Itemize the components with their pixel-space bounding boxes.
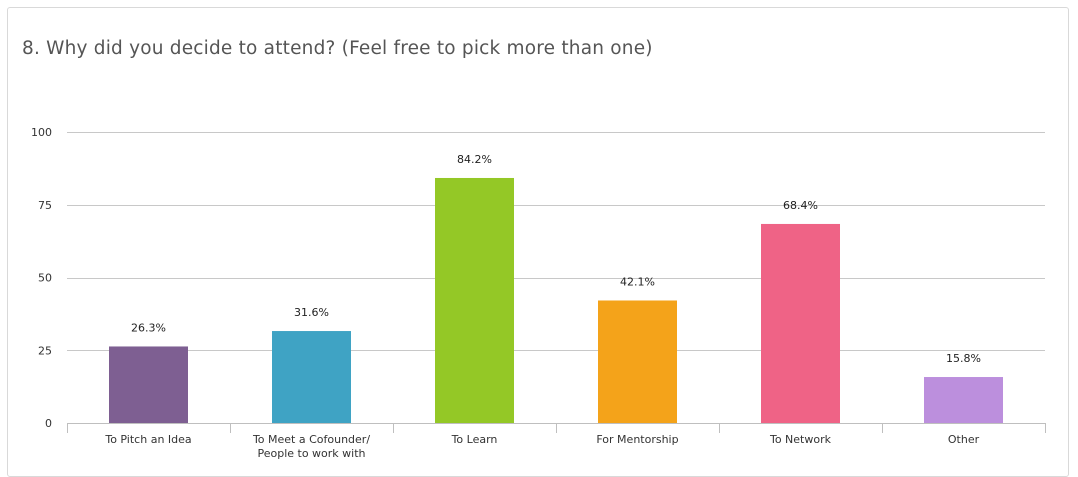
category-label: To Meet a Cofounder/ <box>252 433 370 446</box>
labels: 0 25 50 75 100 26.3% To Pitch an Idea 31.6% To M… <box>31 126 981 460</box>
category-label: Other <box>948 433 980 446</box>
bar <box>761 223 840 423</box>
data-label: 31.6% <box>294 306 329 319</box>
y-tick-label: 75 <box>38 199 52 212</box>
bars <box>109 177 1003 423</box>
y-tick-label: 25 <box>38 344 52 357</box>
category-label: To Learn <box>451 433 498 446</box>
bar <box>598 300 677 423</box>
y-tick-label: 0 <box>45 417 52 430</box>
data-label: 15.8% <box>946 352 981 365</box>
data-label: 84.2% <box>457 153 492 166</box>
y-tick-label: 100 <box>31 126 52 139</box>
gridlines <box>67 132 1046 433</box>
category-label: To Pitch an Idea <box>104 433 191 446</box>
bar <box>109 346 188 423</box>
data-label: 68.4% <box>783 199 818 212</box>
category-label: People to work with <box>257 447 365 460</box>
bar-chart: 0 25 50 75 100 26.3% To Pitch an Idea 31.6% To M… <box>31 126 1046 460</box>
question-title: 8. Why did you decide to attend? (Feel f… <box>22 38 653 59</box>
data-label: 26.3% <box>131 321 166 334</box>
bar <box>924 377 1003 423</box>
category-label: For Mentorship <box>596 433 678 446</box>
bar <box>272 331 351 423</box>
y-tick-label: 50 <box>38 272 52 285</box>
bar <box>435 177 514 423</box>
data-label: 42.1% <box>620 275 655 288</box>
category-label: To Network <box>769 433 832 446</box>
